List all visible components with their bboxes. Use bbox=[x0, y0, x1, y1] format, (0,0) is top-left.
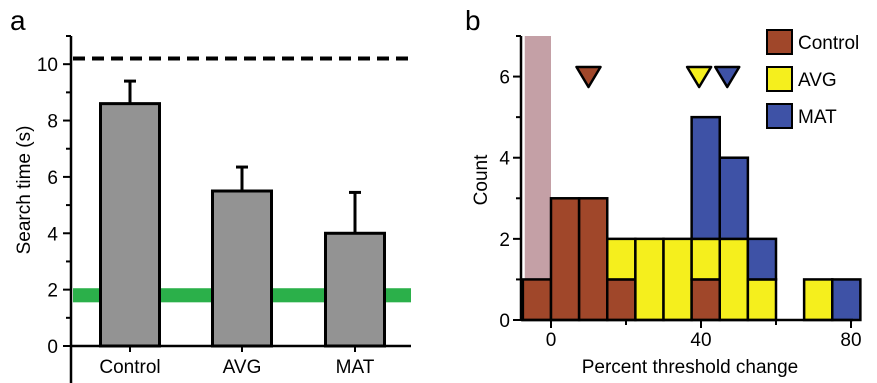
histogram-bar-mat bbox=[831, 278, 862, 322]
legend-label: Control bbox=[798, 33, 859, 54]
panel-b: b 0 2 4 6 0 40 80 Percent threshold change Count C… bbox=[465, 5, 862, 378]
histogram-bar-mat bbox=[746, 237, 778, 281]
legend-swatch-avg bbox=[766, 66, 793, 92]
histogram-bar-avg bbox=[606, 237, 637, 281]
histogram-bar-avg bbox=[746, 278, 778, 322]
bar bbox=[99, 102, 161, 348]
category-label: MAT bbox=[336, 357, 375, 378]
shaded-region bbox=[524, 36, 551, 320]
histogram-bar-control bbox=[690, 278, 721, 322]
histogram-bar-mat bbox=[718, 156, 750, 241]
category-label: Control bbox=[99, 357, 160, 378]
histogram-bar-avg bbox=[690, 237, 721, 281]
x-tick-label: 40 bbox=[690, 330, 711, 351]
y-axis-title: Search time (s) bbox=[14, 126, 35, 255]
histogram-bar-control bbox=[577, 197, 609, 322]
legend-label: AVG bbox=[798, 70, 837, 91]
panel-a: a Control AVG MAT 0 2 4 6 8 10 Search time (s) bbox=[10, 5, 411, 383]
y-tick-label: 6 bbox=[47, 168, 58, 189]
y-tick-label: 2 bbox=[499, 230, 510, 251]
x-tick-label: 0 bbox=[546, 330, 557, 351]
bar bbox=[211, 189, 273, 348]
x-axis-title: Percent threshold change bbox=[582, 357, 799, 378]
histogram-bar-control bbox=[606, 278, 637, 322]
y-tick-label: 8 bbox=[47, 112, 58, 133]
y-tick-label: 6 bbox=[499, 68, 510, 89]
legend-label: MAT bbox=[798, 107, 837, 128]
y-tick-label: 0 bbox=[47, 337, 58, 358]
histogram-bar-avg bbox=[634, 237, 665, 322]
legend-swatch-control bbox=[766, 29, 793, 55]
y-tick-label: 4 bbox=[47, 224, 58, 245]
histogram-bar-avg bbox=[718, 237, 750, 322]
y-tick-label: 2 bbox=[47, 281, 58, 302]
y-tick-label: 4 bbox=[499, 149, 510, 170]
histogram-bar-avg bbox=[802, 278, 834, 322]
panel-label: a bbox=[10, 5, 26, 36]
histogram-bar-control bbox=[549, 197, 581, 322]
mean-marker-control bbox=[575, 65, 602, 89]
bar bbox=[324, 231, 386, 348]
mean-marker-mat bbox=[714, 65, 741, 89]
histogram-bar-avg bbox=[662, 237, 693, 322]
y-tick-label: 10 bbox=[37, 55, 58, 76]
histogram-bar-mat bbox=[690, 115, 721, 241]
x-tick-label: 80 bbox=[840, 330, 861, 351]
mean-marker-avg bbox=[685, 65, 713, 89]
legend-swatch-mat bbox=[766, 103, 793, 129]
category-label: AVG bbox=[223, 357, 262, 378]
y-axis-title: Count bbox=[471, 154, 492, 205]
histogram-bar-control bbox=[521, 278, 553, 322]
panel-label: b bbox=[465, 5, 481, 36]
y-tick-label: 0 bbox=[499, 311, 510, 332]
